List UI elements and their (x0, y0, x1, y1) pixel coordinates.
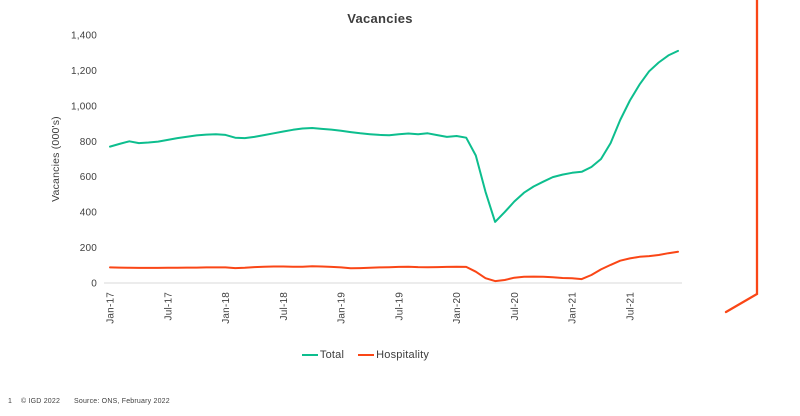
x-tick-label: Jan-21 (568, 292, 579, 324)
chart-title: Vacancies (347, 11, 413, 26)
x-tick-label: Jul-19 (394, 292, 405, 321)
copyright-note: © IGD 2022 (21, 398, 61, 405)
series-line-hospitality (109, 250, 679, 283)
source-note: Source: ONS, February 2022 (74, 398, 170, 405)
y-tick-label: 1,000 (71, 101, 97, 112)
legend-label-total: Total (319, 349, 345, 361)
y-tick-label: 800 (80, 137, 98, 148)
x-tick-label: Jan-17 (106, 292, 117, 324)
y-tick-label: 1,200 (71, 66, 97, 77)
brand-accent-line (724, 0, 759, 314)
x-tick-label: Jan-20 (452, 292, 463, 324)
page-number: 1 (8, 398, 13, 405)
y-tick-label: 0 (91, 279, 97, 290)
y-tick-label: 200 (80, 243, 98, 254)
x-tick-label: Jul-18 (279, 292, 290, 321)
total-line-swatch-icon (301, 354, 318, 356)
y-tick-label: 600 (80, 172, 98, 183)
x-tick-label: Jan-19 (337, 292, 348, 324)
legend-item-hospitality: Hospitality (358, 349, 429, 361)
series-line-total (109, 49, 679, 223)
hospitality-line-swatch-icon (358, 354, 375, 356)
y-tick-label: 1,400 (71, 31, 97, 42)
chart-legend: Total Hospitality (0, 349, 731, 361)
x-tick-label: Jul-21 (625, 292, 636, 321)
y-tick-label: 400 (80, 208, 98, 219)
x-tick-label: Jul-20 (510, 292, 521, 321)
x-tick-label: Jan-18 (221, 292, 232, 324)
legend-label-hospitality: Hospitality (376, 349, 430, 361)
legend-item-total: Total (301, 349, 345, 361)
x-tick-label: Jul-17 (163, 292, 174, 321)
